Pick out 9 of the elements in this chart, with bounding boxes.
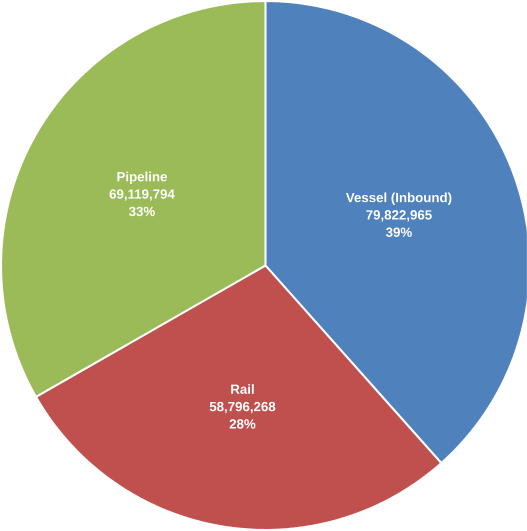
text: 39% [386,228,412,237]
data-label: 69,119,794 [110,189,175,201]
data-label: 79,822,965 [366,210,432,222]
text: 28% [230,419,256,429]
text: 33% [129,206,155,216]
data-label: 58,796,268 [210,402,276,414]
slice-label: Pipeline [117,172,168,184]
slice-label: Vessel (Inbound) [346,192,452,205]
slice-label: Rail [231,384,254,394]
